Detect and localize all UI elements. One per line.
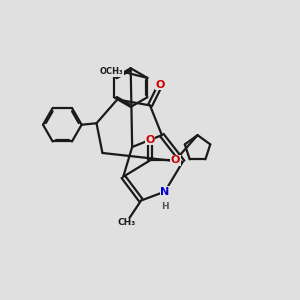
Text: O: O [171, 155, 180, 165]
Text: OCH₃: OCH₃ [100, 68, 124, 76]
Text: O: O [156, 80, 165, 90]
Text: CH₃: CH₃ [117, 218, 135, 227]
Text: O: O [145, 135, 155, 145]
Text: H: H [161, 202, 169, 211]
Text: N: N [160, 187, 170, 196]
